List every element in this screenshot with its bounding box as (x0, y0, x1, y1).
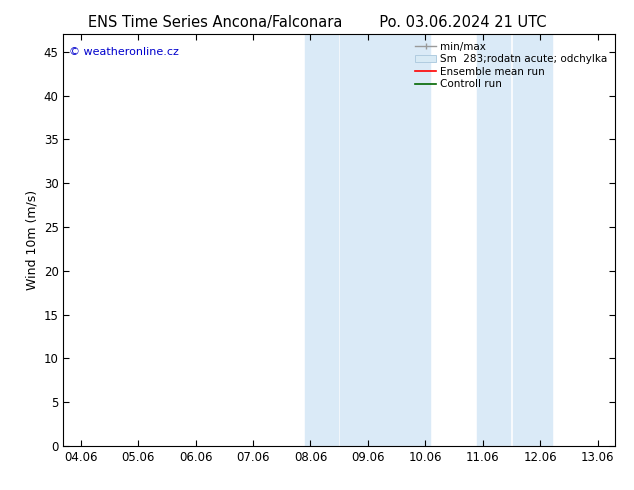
Bar (305, 34, 338, 446)
Bar (340, 34, 430, 446)
Text: ENS Time Series Ancona/Falconara        Po. 03.06.2024 21 UTC: ENS Time Series Ancona/Falconara Po. 03.… (87, 15, 547, 30)
Legend: min/max, Sm  283;rodatn acute; odchylka, Ensemble mean run, Controll run: min/max, Sm 283;rodatn acute; odchylka, … (411, 37, 612, 94)
Y-axis label: Wind 10m (m/s): Wind 10m (m/s) (25, 190, 38, 290)
Bar (513, 34, 552, 446)
Text: © weatheronline.cz: © weatheronline.cz (69, 47, 179, 57)
Bar (477, 34, 510, 446)
